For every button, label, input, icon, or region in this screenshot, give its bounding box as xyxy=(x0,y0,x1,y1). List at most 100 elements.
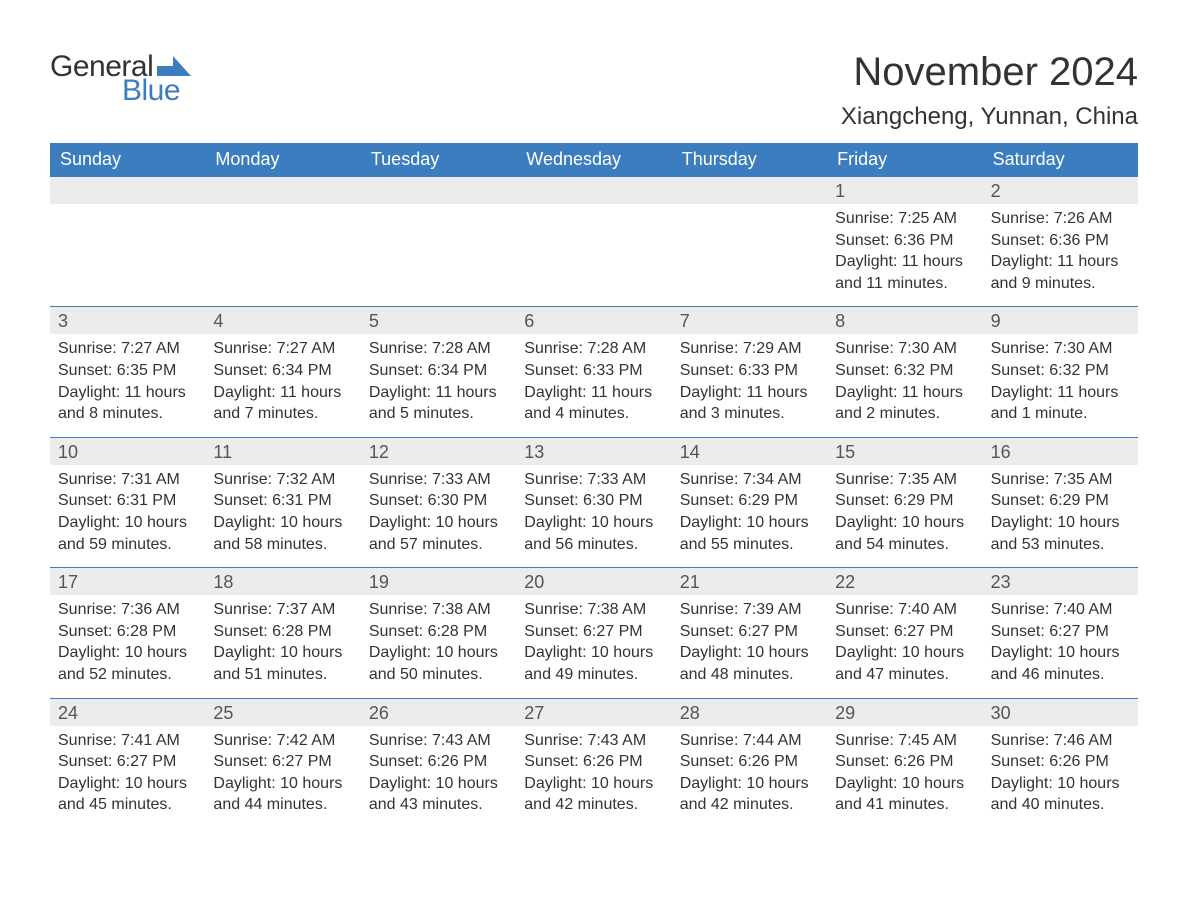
sunset-label: Sunset: xyxy=(58,492,112,509)
daylight-line: Daylight: 10 hours and 52 minutes. xyxy=(58,642,197,685)
sunset-value: 6:30 PM xyxy=(583,492,643,509)
day-cell: 11Sunrise: 7:32 AMSunset: 6:31 PMDayligh… xyxy=(205,437,360,567)
sunset-label: Sunset: xyxy=(835,362,889,379)
day-details: Sunrise: 7:28 AMSunset: 6:34 PMDaylight:… xyxy=(361,334,516,436)
sunrise-label: Sunrise: xyxy=(991,340,1050,357)
daylight-line: Daylight: 10 hours and 47 minutes. xyxy=(835,642,974,685)
day-details: Sunrise: 7:43 AMSunset: 6:26 PMDaylight:… xyxy=(516,726,671,828)
sunset-value: 6:27 PM xyxy=(894,623,954,640)
sunset-line: Sunset: 6:33 PM xyxy=(524,360,663,382)
daylight-line: Daylight: 10 hours and 40 minutes. xyxy=(991,773,1130,816)
sunset-value: 6:26 PM xyxy=(1049,753,1109,770)
sunset-line: Sunset: 6:28 PM xyxy=(58,621,197,643)
daylight-line: Daylight: 10 hours and 48 minutes. xyxy=(680,642,819,685)
daylight-label: Daylight: xyxy=(369,644,431,661)
sunrise-value: 7:42 AM xyxy=(277,732,336,749)
day-details: Sunrise: 7:44 AMSunset: 6:26 PMDaylight:… xyxy=(672,726,827,828)
day-details: Sunrise: 7:46 AMSunset: 6:26 PMDaylight:… xyxy=(983,726,1138,828)
daylight-label: Daylight: xyxy=(835,253,897,270)
sunset-label: Sunset: xyxy=(835,623,889,640)
sunrise-line: Sunrise: 7:40 AM xyxy=(835,599,974,621)
day-header: Thursday xyxy=(672,143,827,176)
sunset-label: Sunset: xyxy=(680,623,734,640)
sunset-label: Sunset: xyxy=(369,492,423,509)
sunset-line: Sunset: 6:29 PM xyxy=(835,490,974,512)
daylight-label: Daylight: xyxy=(680,644,742,661)
daylight-label: Daylight: xyxy=(680,514,742,531)
sunrise-line: Sunrise: 7:29 AM xyxy=(680,338,819,360)
day-cell: 28Sunrise: 7:44 AMSunset: 6:26 PMDayligh… xyxy=(672,698,827,828)
sunset-label: Sunset: xyxy=(524,362,578,379)
sunrise-value: 7:35 AM xyxy=(898,471,957,488)
sunset-value: 6:28 PM xyxy=(272,623,332,640)
daylight-line: Daylight: 10 hours and 51 minutes. xyxy=(213,642,352,685)
day-details: Sunrise: 7:32 AMSunset: 6:31 PMDaylight:… xyxy=(205,465,360,567)
sunrise-value: 7:40 AM xyxy=(1054,601,1113,618)
sunset-value: 6:31 PM xyxy=(117,492,177,509)
daylight-line: Daylight: 10 hours and 42 minutes. xyxy=(524,773,663,816)
sunrise-line: Sunrise: 7:38 AM xyxy=(524,599,663,621)
day-header: Friday xyxy=(827,143,982,176)
day-cell: 27Sunrise: 7:43 AMSunset: 6:26 PMDayligh… xyxy=(516,698,671,828)
sunrise-value: 7:33 AM xyxy=(432,471,491,488)
day-header: Wednesday xyxy=(516,143,671,176)
sunrise-label: Sunrise: xyxy=(58,340,117,357)
day-number: 22 xyxy=(827,568,982,595)
sunrise-label: Sunrise: xyxy=(991,210,1050,227)
day-cell: 13Sunrise: 7:33 AMSunset: 6:30 PMDayligh… xyxy=(516,437,671,567)
sunset-label: Sunset: xyxy=(835,492,889,509)
daylight-label: Daylight: xyxy=(213,775,275,792)
day-cell: 23Sunrise: 7:40 AMSunset: 6:27 PMDayligh… xyxy=(983,567,1138,697)
sunrise-label: Sunrise: xyxy=(213,601,272,618)
day-number: 24 xyxy=(50,699,205,726)
sunrise-value: 7:35 AM xyxy=(1054,471,1113,488)
sunrise-line: Sunrise: 7:43 AM xyxy=(369,730,508,752)
sunset-line: Sunset: 6:30 PM xyxy=(524,490,663,512)
daylight-line: Daylight: 10 hours and 45 minutes. xyxy=(58,773,197,816)
daylight-label: Daylight: xyxy=(213,514,275,531)
day-details: Sunrise: 7:39 AMSunset: 6:27 PMDaylight:… xyxy=(672,595,827,697)
daylight-label: Daylight: xyxy=(369,384,431,401)
daylight-line: Daylight: 11 hours and 3 minutes. xyxy=(680,382,819,425)
sunrise-label: Sunrise: xyxy=(524,601,583,618)
sunset-line: Sunset: 6:31 PM xyxy=(58,490,197,512)
sunset-line: Sunset: 6:26 PM xyxy=(991,751,1130,773)
sunrise-label: Sunrise: xyxy=(213,340,272,357)
day-number: 25 xyxy=(205,699,360,726)
sunset-line: Sunset: 6:26 PM xyxy=(369,751,508,773)
sunrise-line: Sunrise: 7:33 AM xyxy=(369,469,508,491)
sunset-line: Sunset: 6:35 PM xyxy=(58,360,197,382)
daylight-line: Daylight: 11 hours and 8 minutes. xyxy=(58,382,197,425)
day-details: Sunrise: 7:25 AMSunset: 6:36 PMDaylight:… xyxy=(827,204,982,306)
daylight-label: Daylight: xyxy=(369,775,431,792)
daylight-line: Daylight: 10 hours and 58 minutes. xyxy=(213,512,352,555)
sunrise-label: Sunrise: xyxy=(524,732,583,749)
day-details: Sunrise: 7:30 AMSunset: 6:32 PMDaylight:… xyxy=(827,334,982,436)
sunrise-line: Sunrise: 7:33 AM xyxy=(524,469,663,491)
sunrise-line: Sunrise: 7:28 AM xyxy=(369,338,508,360)
day-cell: 24Sunrise: 7:41 AMSunset: 6:27 PMDayligh… xyxy=(50,698,205,828)
daylight-line: Daylight: 11 hours and 7 minutes. xyxy=(213,382,352,425)
sunset-value: 6:34 PM xyxy=(428,362,488,379)
sunrise-line: Sunrise: 7:35 AM xyxy=(835,469,974,491)
daylight-label: Daylight: xyxy=(835,384,897,401)
sunrise-value: 7:28 AM xyxy=(432,340,491,357)
day-number: 29 xyxy=(827,699,982,726)
sunset-label: Sunset: xyxy=(58,623,112,640)
day-details: Sunrise: 7:38 AMSunset: 6:28 PMDaylight:… xyxy=(361,595,516,697)
daylight-label: Daylight: xyxy=(369,514,431,531)
daylight-label: Daylight: xyxy=(835,514,897,531)
sunrise-label: Sunrise: xyxy=(369,601,428,618)
sunrise-line: Sunrise: 7:31 AM xyxy=(58,469,197,491)
daylight-line: Daylight: 10 hours and 54 minutes. xyxy=(835,512,974,555)
sunset-value: 6:26 PM xyxy=(583,753,643,770)
day-details: Sunrise: 7:30 AMSunset: 6:32 PMDaylight:… xyxy=(983,334,1138,436)
sunset-label: Sunset: xyxy=(58,362,112,379)
sunrise-line: Sunrise: 7:30 AM xyxy=(835,338,974,360)
daylight-line: Daylight: 10 hours and 56 minutes. xyxy=(524,512,663,555)
sunrise-value: 7:46 AM xyxy=(1054,732,1113,749)
day-number: 8 xyxy=(827,307,982,334)
day-cell: 1Sunrise: 7:25 AMSunset: 6:36 PMDaylight… xyxy=(827,176,982,306)
sunset-value: 6:27 PM xyxy=(583,623,643,640)
day-details: Sunrise: 7:31 AMSunset: 6:31 PMDaylight:… xyxy=(50,465,205,567)
